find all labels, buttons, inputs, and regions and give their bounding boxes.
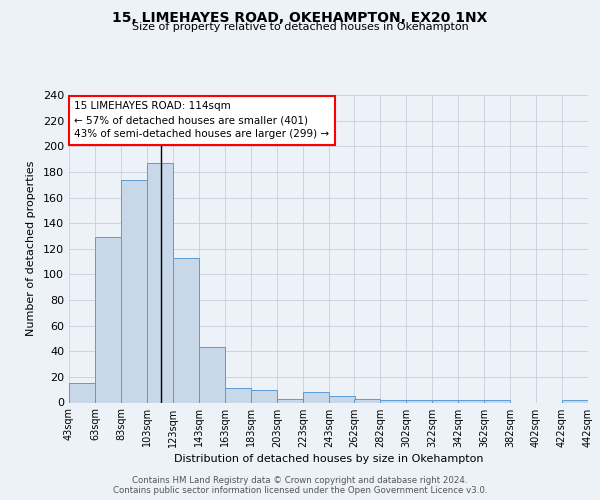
Bar (225, 388, 251, 402)
Bar (147, 163, 173, 402)
Bar (277, 398, 303, 402)
Bar (458, 400, 484, 402)
Text: Contains HM Land Registry data © Crown copyright and database right 2024.
Contai: Contains HM Land Registry data © Crown c… (113, 476, 487, 495)
Bar (69, 384, 95, 402)
Bar (484, 400, 510, 402)
Text: 15 LIMEHAYES ROAD: 114sqm
← 57% of detached houses are smaller (401)
43% of semi: 15 LIMEHAYES ROAD: 114sqm ← 57% of detac… (74, 102, 329, 140)
X-axis label: Distribution of detached houses by size in Okehampton: Distribution of detached houses by size … (174, 454, 483, 464)
Bar (199, 348, 225, 403)
Bar (95, 237, 121, 402)
Bar (562, 400, 588, 402)
Bar (380, 400, 406, 402)
Y-axis label: Number of detached properties: Number of detached properties (26, 161, 36, 336)
Bar (173, 258, 199, 402)
Bar (354, 398, 380, 402)
Bar (329, 396, 355, 402)
Bar (406, 400, 432, 402)
Bar (432, 400, 458, 402)
Bar (303, 392, 329, 402)
Bar (251, 390, 277, 402)
Text: 15, LIMEHAYES ROAD, OKEHAMPTON, EX20 1NX: 15, LIMEHAYES ROAD, OKEHAMPTON, EX20 1NX (112, 11, 488, 25)
Bar (121, 180, 147, 402)
Text: Size of property relative to detached houses in Okehampton: Size of property relative to detached ho… (131, 22, 469, 32)
